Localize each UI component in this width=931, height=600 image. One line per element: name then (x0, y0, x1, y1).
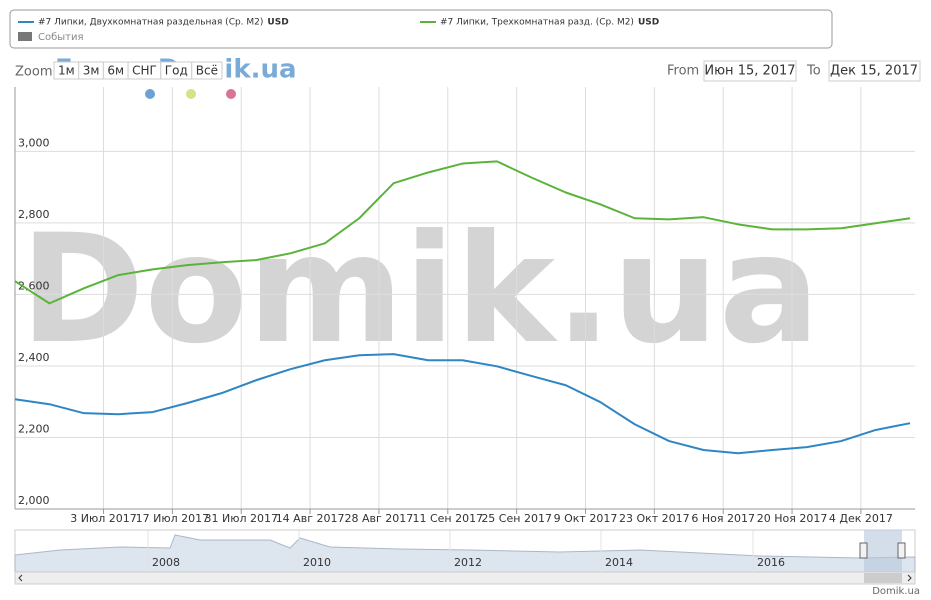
legend-label[interactable]: #7 Липки, Двухкомнатная раздельная (Ср. … (38, 18, 263, 28)
x-tick-label: 28 Авг 2017 (345, 512, 414, 525)
from-label: From (667, 64, 699, 79)
navigator-label: 2012 (454, 556, 482, 569)
flag-dot[interactable] (226, 89, 236, 99)
credit[interactable]: Domik.ua (872, 586, 920, 597)
x-tick-label: 23 Окт 2017 (619, 512, 690, 525)
y-tick-label: 2,400 (18, 351, 50, 364)
scrollbar[interactable] (14, 571, 916, 585)
x-tick-label: 6 Ноя 2017 (691, 512, 755, 525)
navigator-window[interactable] (864, 530, 902, 572)
scroll-right[interactable] (907, 574, 912, 582)
flag-dot[interactable] (145, 89, 155, 99)
to-value: Дек 15, 2017 (830, 64, 918, 79)
scrollbar-thumb[interactable] (864, 573, 902, 583)
zoom-button-label: СНГ (132, 64, 157, 78)
x-tick-label: 4 Дек 2017 (829, 512, 893, 525)
zoom-label: Zoom (15, 65, 52, 80)
watermark: Domik.ua (20, 203, 820, 377)
series-line (14, 353, 911, 455)
legend-currency: USD (638, 18, 659, 28)
navigator-label: 2010 (303, 556, 331, 569)
y-tick-label: 2,200 (18, 422, 50, 435)
series-line (14, 160, 911, 305)
zoom-button-label: 1м (58, 64, 75, 78)
legend-currency: USD (267, 18, 288, 28)
x-tick-label: 17 Июл 2017 (136, 512, 210, 525)
y-tick-label: 2,000 (18, 494, 50, 507)
flag-dot[interactable] (186, 89, 196, 99)
navigator-label: 2008 (152, 556, 180, 569)
x-tick-label: 14 Авг 2017 (276, 512, 345, 525)
events-icon (18, 32, 32, 41)
y-tick-label: 2,800 (18, 208, 50, 221)
zoom-button[interactable] (191, 61, 223, 80)
from-value: Июн 15, 2017 (704, 64, 795, 79)
to-input[interactable] (828, 60, 921, 82)
navigator-handle[interactable] (897, 542, 906, 559)
legend-box (9, 9, 833, 49)
x-tick-label: 11 Сен 2017 (412, 512, 483, 525)
x-tick-label: 20 Ноя 2017 (757, 512, 828, 525)
zoom-button-label: Всё (196, 64, 218, 78)
x-tick-label: 3 Июл 2017 (70, 512, 137, 525)
from-input[interactable] (703, 60, 797, 82)
zoom-button-label: 6м (107, 64, 124, 78)
x-tick-label: 25 Сен 2017 (481, 512, 552, 525)
zoom-button-label: 3м (83, 64, 100, 78)
navigator-label: 2016 (757, 556, 785, 569)
y-tick-label: 3,000 (18, 136, 50, 149)
zoom-button-label: Год (165, 64, 188, 78)
navigator-label: 2014 (605, 556, 633, 569)
scroll-left[interactable] (18, 574, 23, 582)
to-label: To (806, 64, 821, 79)
legend-label[interactable]: #7 Липки, Трехкомнатная разд. (Ср. М2) (440, 18, 634, 28)
navigator-handle[interactable] (859, 542, 868, 559)
x-tick-label: 9 Окт 2017 (554, 512, 618, 525)
events-label[interactable]: События (38, 32, 84, 43)
x-tick-label: 31 Июл 2017 (204, 512, 278, 525)
